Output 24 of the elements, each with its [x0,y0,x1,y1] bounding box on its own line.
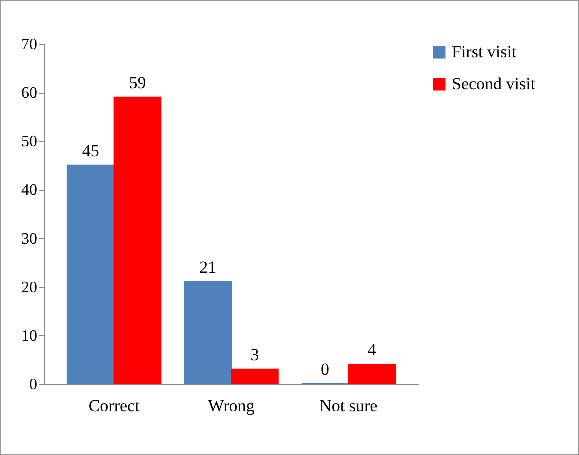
data-label: 59 [129,73,146,92]
data-label: 3 [250,345,260,364]
y-tick-label: 40 [22,182,38,200]
y-tick-label: 60 [22,85,38,102]
legend-label: First visit [452,42,517,62]
data-label: 45 [82,141,100,160]
y-tick-label: 10 [22,328,38,345]
y-tick-label: 20 [22,279,38,296]
x-tick-label: Wrong [208,396,256,416]
bar [184,282,232,384]
y-tick-label: 30 [22,230,38,248]
y-tick-label: 70 [22,36,38,54]
data-label: 21 [200,258,217,277]
y-tick-label: 0 [30,376,38,394]
bar [114,96,162,384]
bar [66,164,115,384]
legend-label: Second visit [452,74,536,94]
bar [231,368,279,384]
x-tick-label: Correct [88,396,140,416]
bar [348,364,396,384]
x-tick-label: Not sure [320,396,378,416]
data-label: 4 [368,340,377,360]
y-tick-label: 50 [22,134,38,151]
data-label: 0 [321,360,330,379]
